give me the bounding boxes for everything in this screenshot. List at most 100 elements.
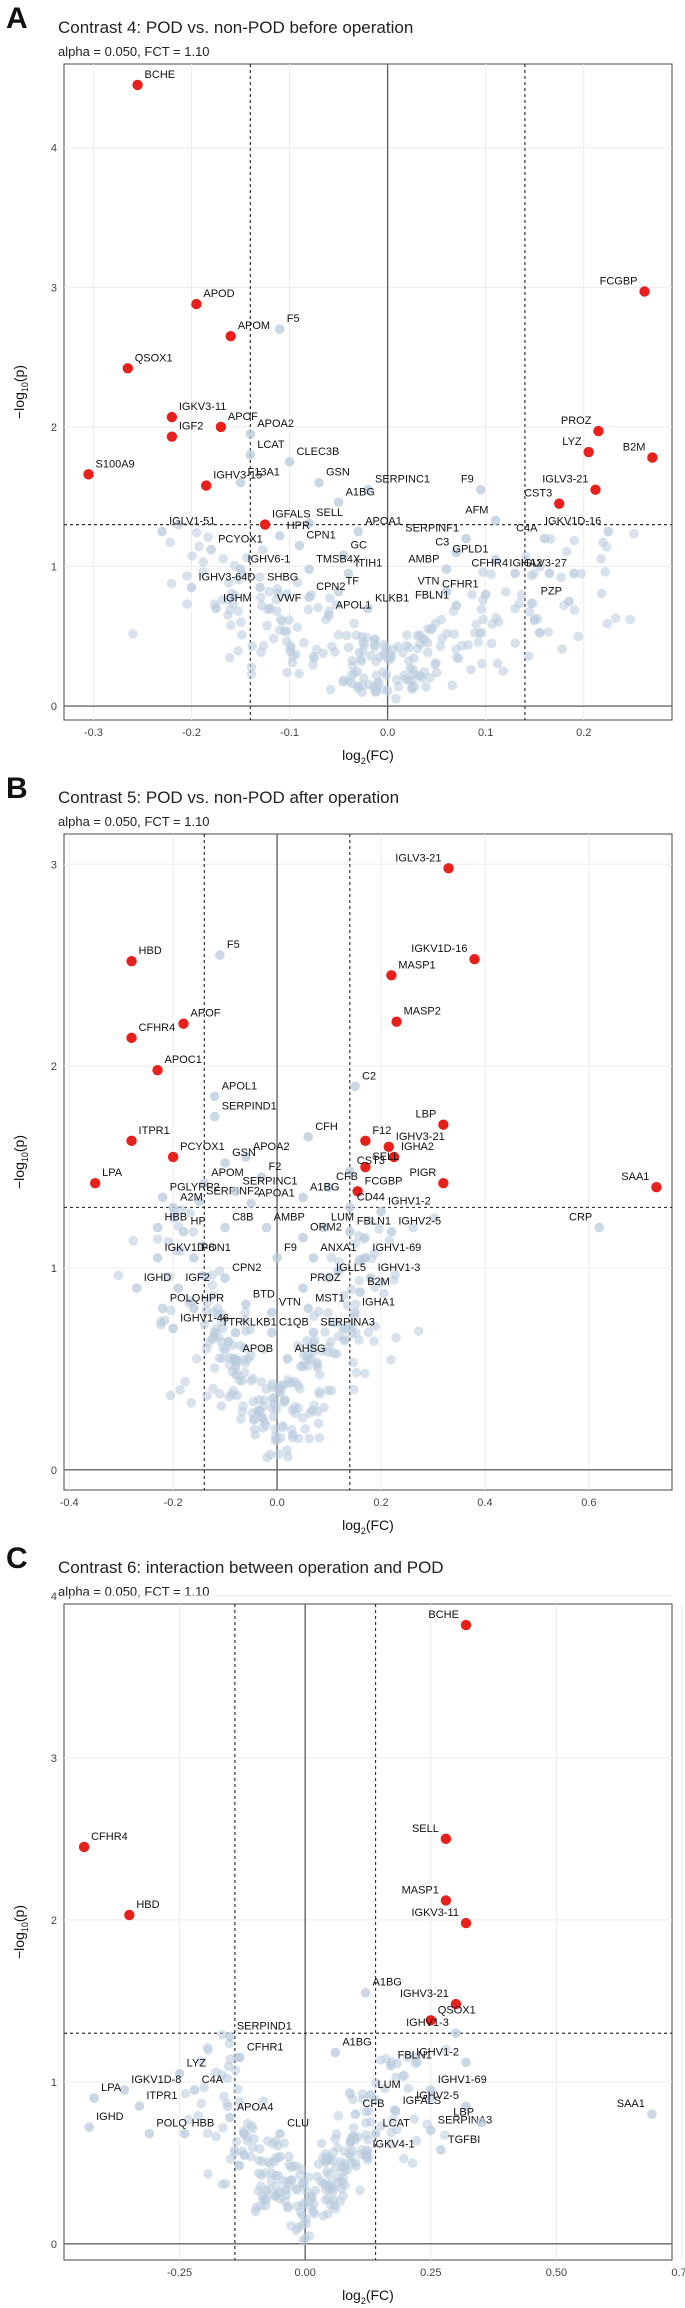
protein-point: [271, 1404, 282, 1414]
point-label: FCGBP: [600, 276, 638, 288]
protein-point: [215, 950, 225, 960]
point-label: A1BG: [310, 1181, 339, 1193]
x-tick-label: 0.2: [373, 1497, 388, 1509]
protein-point: [220, 1273, 230, 1283]
point-label: APOF: [228, 411, 258, 423]
point-label: CPN1: [306, 530, 335, 542]
protein-point: [272, 1253, 282, 1263]
point-label: IGHV1-3: [406, 2017, 449, 2029]
protein-point: [564, 596, 574, 607]
protein-point: [258, 2096, 269, 2106]
protein-point: [349, 2131, 360, 2142]
point-label: S100A9: [96, 458, 135, 470]
protein-point: [267, 1382, 278, 1392]
protein-point: [325, 684, 336, 695]
protein-point: [348, 1357, 359, 1368]
point-label: ORM2: [310, 1222, 342, 1234]
protein-point: [249, 1424, 260, 1435]
point-label: BTD: [253, 1288, 275, 1300]
protein-point: [217, 1353, 228, 1364]
protein-point: [377, 1277, 387, 1288]
point-label: MST1: [315, 1292, 344, 1304]
point-label: VWF: [277, 592, 302, 604]
point-label: IGHV1-2: [388, 1195, 431, 1207]
protein-point: [193, 2110, 203, 2121]
significant-point: [166, 431, 178, 442]
protein-point: [353, 526, 363, 537]
protein-point: [295, 2170, 305, 2180]
protein-point: [287, 2175, 297, 2185]
protein-point: [354, 1335, 364, 1345]
protein-point: [239, 1367, 250, 1378]
protein-point: [452, 652, 462, 663]
protein-point: [241, 552, 252, 563]
protein-point: [194, 541, 204, 552]
protein-point: [561, 546, 572, 557]
protein-point: [535, 561, 545, 572]
protein-point: [230, 1354, 241, 1364]
chart-title: Contrast 6: interaction between operatio…: [58, 1558, 444, 1577]
point-label: IGLV3-21: [542, 474, 588, 486]
protein-point: [284, 456, 295, 467]
protein-point: [441, 586, 452, 597]
protein-point: [268, 633, 279, 644]
point-label: FBLN1: [398, 2050, 432, 2062]
protein-point: [360, 1987, 371, 1998]
protein-point: [386, 1226, 397, 1237]
point-label: SERPINC1: [375, 474, 430, 486]
protein-point: [292, 1340, 303, 1351]
point-label: SAA1: [621, 1171, 649, 1183]
significant-point: [152, 1064, 163, 1076]
significant-point: [460, 1619, 472, 1631]
protein-point: [182, 571, 192, 581]
protein-point: [569, 535, 580, 546]
protein-point: [461, 2057, 471, 2068]
protein-point: [355, 1287, 366, 1297]
protein-point: [220, 1158, 230, 1168]
protein-point: [240, 1326, 251, 1336]
protein-point: [209, 1363, 220, 1373]
protein-point: [197, 1240, 208, 1250]
protein-point: [267, 1307, 277, 1318]
protein-point: [245, 429, 256, 439]
panel-a: A Contrast 4: POD vs. non-POD before ope…: [0, 0, 685, 766]
x-tick-label: -0.3: [84, 727, 103, 739]
protein-point: [231, 2136, 242, 2147]
x-axis-title: log2(FC): [342, 1517, 394, 1536]
protein-point: [274, 324, 285, 334]
protein-point: [384, 1235, 394, 1246]
protein-point: [160, 1315, 170, 1326]
x-tick-label: -0.2: [182, 727, 201, 739]
protein-point: [313, 1418, 324, 1429]
protein-point: [358, 637, 368, 648]
panel-letter: B: [6, 772, 28, 805]
x-tick-label: 0.2: [576, 727, 591, 739]
point-label: LCAT: [383, 2118, 411, 2130]
protein-point: [393, 681, 404, 692]
protein-point: [230, 1186, 241, 1197]
y-tick-label: 0: [51, 1465, 57, 1477]
y-axis-title: −log10(p): [11, 1905, 30, 1959]
point-label: IGHV3-64D: [198, 571, 255, 583]
protein-point: [371, 683, 382, 693]
protein-point: [232, 1390, 242, 1401]
protein-point: [152, 1222, 163, 1233]
point-label: C2: [362, 1070, 376, 1082]
point-label: SELL: [372, 1151, 399, 1163]
y-tick-label: 3: [51, 859, 57, 871]
point-label: IGF2: [179, 421, 203, 433]
protein-point: [308, 651, 319, 662]
protein-point: [431, 658, 441, 668]
protein-point: [486, 638, 497, 649]
protein-point: [408, 664, 418, 675]
significant-point: [450, 1998, 462, 2010]
protein-point: [182, 599, 192, 609]
protein-point: [270, 2136, 281, 2146]
protein-point: [237, 630, 247, 640]
protein-point: [196, 2056, 206, 2066]
significant-point: [438, 1177, 449, 1189]
protein-point: [480, 589, 491, 600]
protein-point: [256, 600, 267, 611]
protein-point: [423, 623, 433, 634]
protein-point: [187, 551, 197, 561]
